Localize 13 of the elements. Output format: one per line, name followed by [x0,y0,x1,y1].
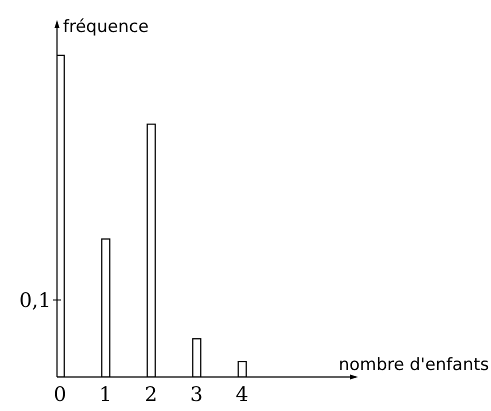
x-tick-label: 3 [190,382,203,406]
bar [146,124,156,377]
bar [192,338,202,377]
x-tick-label: 2 [144,382,158,406]
annotation: 0,1 [19,288,51,312]
bar [238,360,247,377]
x-tick-label: 0 [54,382,66,406]
x-axis-title: nombre d'enfants [338,355,490,375]
bar [101,238,110,377]
bar [57,54,65,377]
x-tick-label: 4 [236,382,248,406]
y-axis-title: fréquence [63,17,149,37]
x-tick-label: 1 [99,382,112,406]
